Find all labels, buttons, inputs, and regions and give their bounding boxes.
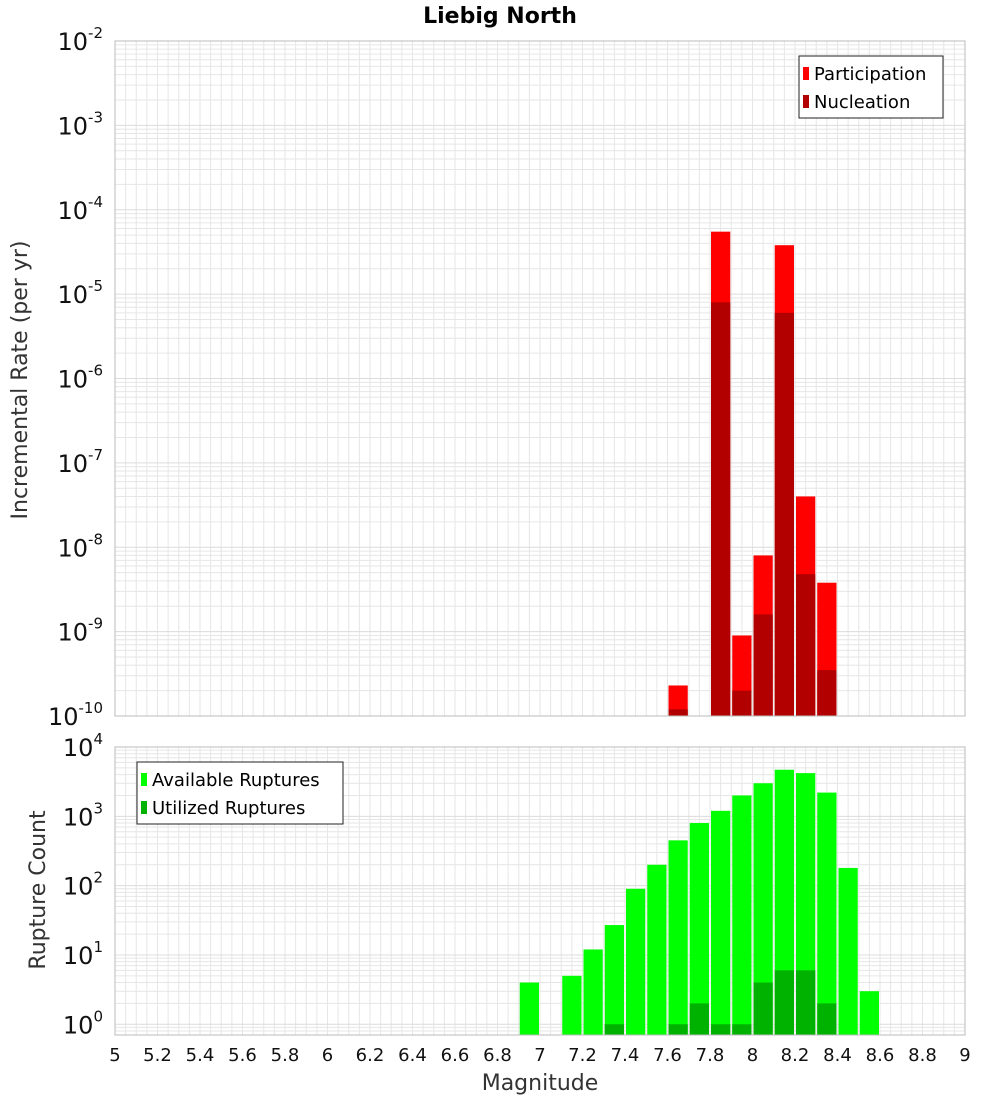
x-tick-label: 8.2: [781, 1045, 810, 1066]
count-y-axis-label: Rupture Count: [26, 810, 51, 970]
utilized-ruptures-legend-label: Utilized Ruptures: [152, 798, 305, 819]
utilized-ruptures-bar: [668, 1024, 688, 1035]
rate-plot-frame: [114, 40, 966, 717]
available-ruptures-legend-swatch: [141, 773, 147, 786]
x-tick-label: 6.8: [483, 1045, 512, 1066]
count-legend: Available Ruptures Utilized Ruptures: [136, 761, 344, 825]
rate-panel: 10-10 10-9 10-8 10-7 10-6 10-5 10-4 10-3 10-2 Par…: [48, 24, 966, 731]
rate-legend-box: [798, 55, 944, 119]
nucleation-legend-label: Nucleation: [814, 92, 910, 113]
count-y-tick-label: 100: [63, 1007, 103, 1039]
available-ruptures-bar: [668, 840, 688, 1035]
count-legend-box: [136, 761, 344, 825]
utilized-ruptures-bar: [604, 1024, 624, 1035]
nucleation-bar: [753, 614, 773, 716]
x-tick-label: 7.2: [568, 1045, 597, 1066]
x-tick-label: 6: [322, 1045, 333, 1066]
utilized-ruptures-bar: [711, 1024, 731, 1035]
utilized-ruptures-bar: [774, 970, 794, 1035]
nucleation-legend-swatch: [803, 95, 809, 108]
available-ruptures-bar: [753, 783, 773, 1035]
x-tick-label: 7.6: [653, 1045, 682, 1066]
count-y-tick-label: 101: [63, 938, 103, 970]
x-axis-label: Magnitude: [482, 1071, 599, 1096]
available-ruptures-bar: [626, 888, 646, 1035]
x-tick-label: 6.6: [441, 1045, 470, 1066]
available-ruptures-bar: [689, 823, 709, 1035]
available-ruptures-bar: [583, 949, 603, 1035]
rate-y-tick-label: 10-4: [57, 193, 103, 225]
count-panel: 100 101 102 103 104 Available Ruptures Utilize…: [63, 730, 971, 1066]
utilized-ruptures-bar: [689, 1003, 709, 1035]
available-ruptures-bar: [817, 792, 837, 1035]
nucleation-bar: [711, 302, 731, 716]
x-tick-label: 5.2: [143, 1045, 172, 1066]
rate-y-tick-label: 10-6: [57, 362, 103, 394]
rate-y-tick-label: 10-3: [57, 108, 103, 140]
x-tick-label: 6.4: [398, 1045, 427, 1066]
available-ruptures-bar: [647, 864, 667, 1035]
utilized-ruptures-bar: [817, 1003, 837, 1035]
nucleation-bar: [796, 574, 816, 716]
x-tick-label: 8: [747, 1045, 758, 1066]
available-ruptures-bar: [711, 810, 731, 1035]
count-plot-frame: [114, 746, 966, 1036]
rate-y-tick-label: 10-2: [57, 24, 103, 56]
utilized-ruptures-bar: [796, 970, 816, 1035]
nucleation-bar: [732, 690, 752, 716]
x-tick-label: 8.4: [823, 1045, 852, 1066]
utilized-ruptures-bar: [732, 1024, 752, 1035]
chart-title: Liebig North: [423, 4, 577, 29]
utilized-ruptures-legend-swatch: [141, 801, 147, 814]
x-tick-label: 6.2: [356, 1045, 385, 1066]
rate-y-tick-label: 10-5: [57, 277, 103, 309]
x-tick-label: 7.8: [696, 1045, 725, 1066]
count-y-tick-label: 102: [63, 869, 103, 901]
x-tick-label: 7: [534, 1045, 545, 1066]
rate-y-tick-label: 10-8: [57, 530, 103, 562]
nucleation-bar: [668, 709, 688, 716]
rate-y-axis-label: Incremental Rate (per yr): [8, 241, 33, 520]
x-tick-label: 5: [109, 1045, 120, 1066]
available-ruptures-bar: [838, 867, 858, 1035]
x-tick-label: 7.4: [611, 1045, 640, 1066]
utilized-ruptures-bar: [753, 982, 773, 1035]
rate-y-tick-label: 10-10: [48, 699, 103, 731]
x-tick-label: 9: [959, 1045, 970, 1066]
rate-y-tick-label: 10-9: [57, 615, 103, 647]
participation-bar: [668, 685, 688, 716]
rate-y-tick-label: 10-7: [57, 446, 103, 478]
x-tick-label: 5.6: [228, 1045, 257, 1066]
available-ruptures-bar: [562, 975, 582, 1035]
available-ruptures-bar: [604, 925, 624, 1035]
count-y-tick-label: 103: [63, 799, 103, 831]
x-tick-label: 5.4: [186, 1045, 215, 1066]
participation-legend-swatch: [803, 67, 809, 80]
rate-legend: Participation Nucleation: [798, 55, 944, 119]
count-y-tick-label: 104: [63, 730, 103, 762]
participation-legend-label: Participation: [814, 64, 926, 85]
x-tick-label: 8.8: [908, 1045, 937, 1066]
nucleation-bar: [774, 312, 794, 716]
x-tick-label: 8.6: [866, 1045, 895, 1066]
available-ruptures-bar: [519, 982, 539, 1035]
nucleation-bar: [817, 670, 837, 716]
available-ruptures-bar: [859, 991, 879, 1035]
available-ruptures-legend-label: Available Ruptures: [152, 770, 320, 791]
available-ruptures-bar: [732, 795, 752, 1035]
available-ruptures-bar: [796, 773, 816, 1035]
available-ruptures-bar: [774, 769, 794, 1035]
x-tick-label: 5.8: [271, 1045, 300, 1066]
